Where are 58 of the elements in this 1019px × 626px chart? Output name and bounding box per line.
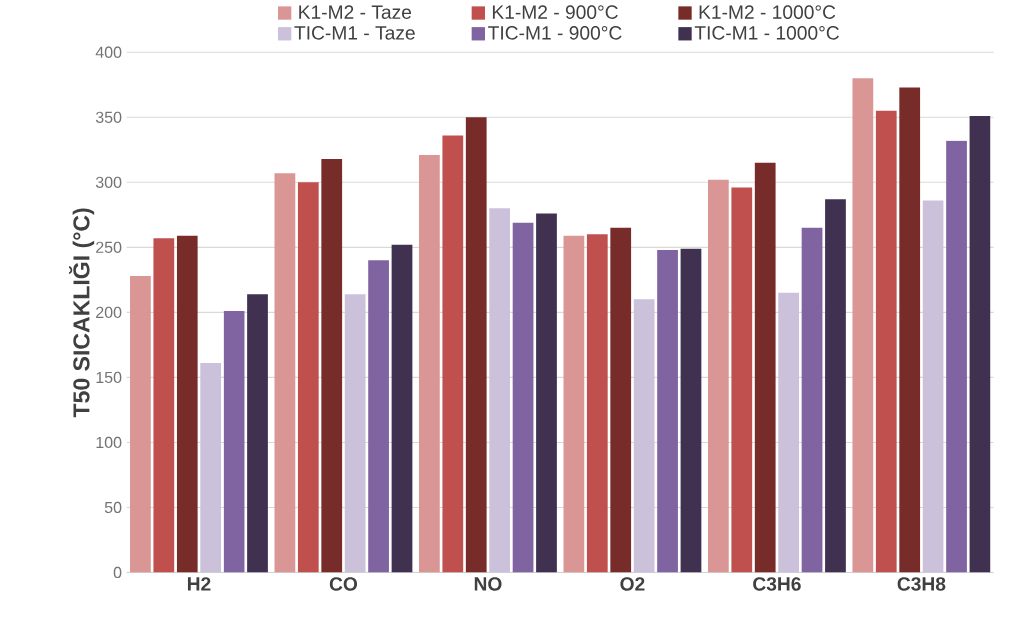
y-tick-label: 250 xyxy=(96,241,122,254)
bar xyxy=(801,227,823,573)
y-tick-label: 300 xyxy=(95,176,122,189)
bar xyxy=(754,162,776,573)
bar xyxy=(680,248,702,573)
legend-label: TIC-M1 - 900°C xyxy=(488,26,622,40)
x-tick-label: CO xyxy=(329,577,358,591)
bar xyxy=(825,199,846,573)
bar xyxy=(489,208,511,573)
bar xyxy=(419,155,440,573)
bar xyxy=(610,227,632,573)
legend-label: K1-M2 - 900°C xyxy=(492,5,618,20)
bar xyxy=(633,299,655,573)
bar xyxy=(223,311,245,573)
y-tick-label: 150 xyxy=(96,371,122,384)
bar xyxy=(852,78,874,573)
bar xyxy=(657,250,678,573)
bar xyxy=(922,200,944,573)
bar xyxy=(946,140,967,573)
legend-label: TIC-M1 - Taze xyxy=(294,26,415,40)
bar xyxy=(778,292,799,573)
y-tick-label: 200 xyxy=(96,306,122,319)
bar xyxy=(176,235,198,573)
bar xyxy=(274,173,296,573)
bar xyxy=(875,110,897,573)
bar xyxy=(512,222,534,573)
legend-label: TIC-M1 - 1000°C xyxy=(694,26,839,40)
bar xyxy=(391,244,413,573)
bar xyxy=(899,87,921,573)
bar xyxy=(247,294,268,573)
y-tick-label: 400 xyxy=(95,46,122,59)
y-tick-label: 100 xyxy=(96,436,122,449)
bar xyxy=(707,179,729,573)
bar xyxy=(442,135,464,573)
bar xyxy=(465,117,487,573)
bar xyxy=(563,235,585,573)
bar xyxy=(344,294,366,573)
bar xyxy=(153,238,175,573)
bar xyxy=(130,276,151,573)
x-tick-label: NO xyxy=(474,577,502,591)
bar xyxy=(586,234,608,573)
legend-label: K1-M2 - 1000°C xyxy=(699,5,836,20)
legend-label: K1-M2 - Taze xyxy=(299,5,412,20)
x-tick-label: C3H6 xyxy=(753,577,801,591)
bar xyxy=(536,213,557,573)
y-tick-label: 350 xyxy=(95,111,122,124)
bar xyxy=(297,182,319,573)
bar xyxy=(969,116,991,573)
x-tick-label: H2 xyxy=(187,577,211,591)
x-tick-label: C3H8 xyxy=(897,577,946,591)
bar xyxy=(731,187,753,573)
y-tick-label: 0 xyxy=(113,566,122,579)
bar xyxy=(321,159,343,573)
bar xyxy=(200,363,222,573)
y-axis-title: T50 SICAKLIĞI (°C) xyxy=(69,208,95,418)
bar xyxy=(368,260,389,573)
y-tick-label: 50 xyxy=(104,501,122,514)
x-tick-label: O2 xyxy=(620,577,645,591)
